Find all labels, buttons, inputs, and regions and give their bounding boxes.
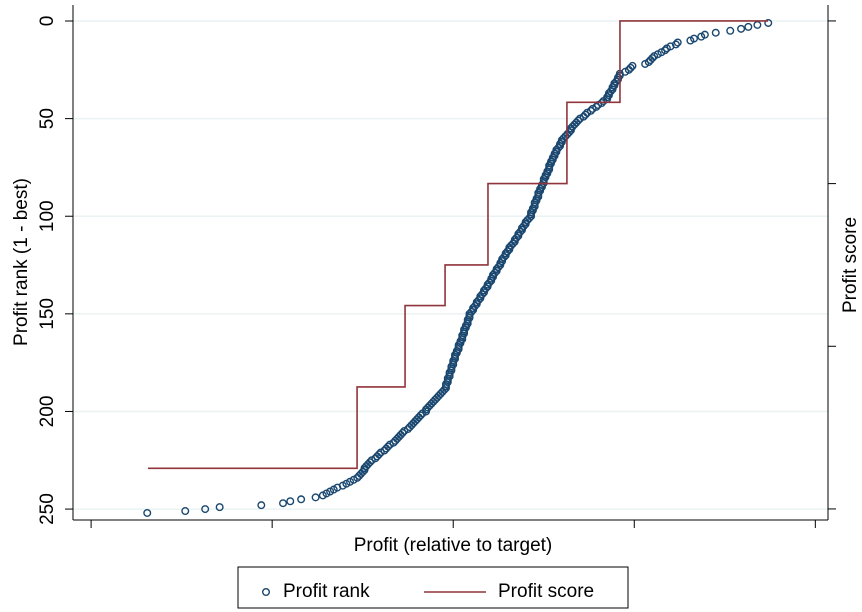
point [405,423,414,432]
point [557,138,566,147]
point [355,471,364,480]
point [463,319,472,328]
point [507,241,516,250]
point [498,257,507,266]
y-tick-label: 250 [37,493,58,525]
point [257,501,266,510]
point [512,233,521,242]
point [519,221,528,230]
point [530,202,539,211]
point [662,44,671,53]
point [494,262,503,271]
point [726,26,735,35]
point [382,444,391,453]
point [543,169,552,178]
point [481,284,490,293]
y2-axis-label: Profit score [840,217,861,313]
point [686,36,695,45]
point [279,499,288,508]
legend-label: Profit score [498,581,594,602]
point [626,63,635,72]
point [201,505,210,514]
point [581,110,590,119]
point [550,151,559,160]
y-tick-label: 100 [37,200,58,232]
x-axis-label: Profit (relative to target) [354,535,553,556]
point [711,28,720,37]
legend-box [237,566,629,609]
point [523,216,532,225]
point [485,278,494,287]
point [697,32,706,41]
point [391,436,400,445]
legend-label: Profit rank [283,581,370,602]
point [318,491,327,500]
y-tick-label: 0 [37,16,58,27]
point [744,22,753,31]
point [604,91,613,100]
point [610,81,619,90]
point [215,503,224,512]
point [311,493,320,502]
point [588,104,597,113]
point [470,302,479,311]
point [143,508,152,517]
step-line [147,20,769,470]
point [478,290,487,299]
point [737,24,746,33]
point [297,495,306,504]
point [548,155,557,164]
point [181,507,190,516]
y-axis-label: Profit rank (1 - best) [11,178,32,346]
point [458,335,467,344]
y-tick-label: 200 [37,396,58,428]
point [646,56,655,65]
point [489,272,498,281]
point [516,227,525,236]
point [641,59,650,68]
point [490,268,499,277]
point [568,122,577,131]
point [373,452,382,461]
point [673,38,682,47]
point [499,253,508,262]
point [454,344,463,353]
point [286,497,295,506]
y-tick-label: 150 [37,298,58,330]
point [552,147,561,156]
point [554,143,563,152]
point [764,18,773,27]
y-tick-label: 50 [37,108,58,129]
point [503,247,512,256]
point [545,165,554,174]
point [362,462,371,471]
legend-marker [262,588,271,597]
point [423,403,432,412]
point [474,296,483,305]
point [534,192,543,201]
point [599,97,608,106]
point [606,87,615,96]
